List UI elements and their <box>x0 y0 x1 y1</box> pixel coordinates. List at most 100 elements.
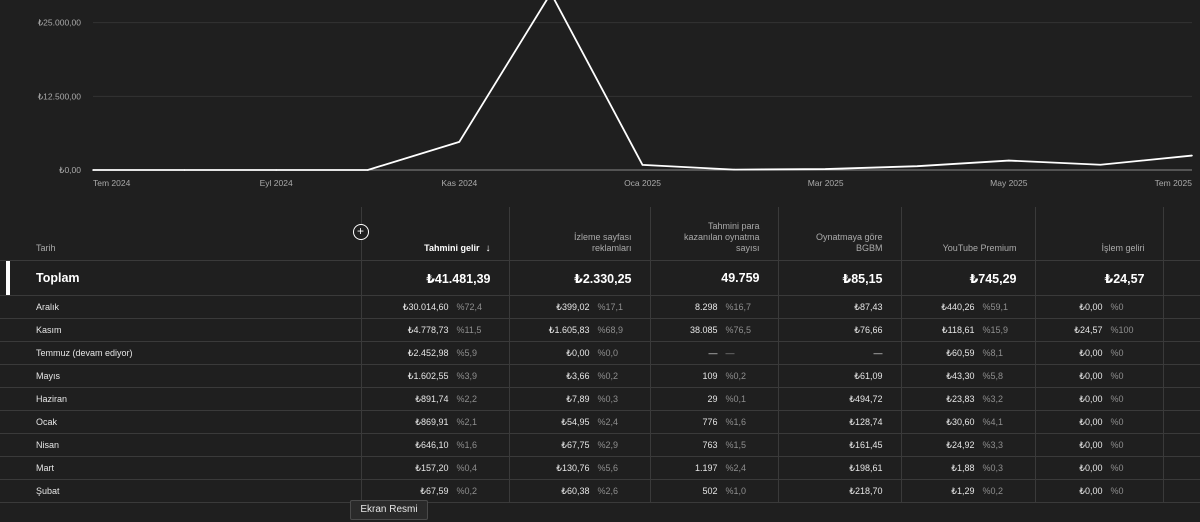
row-date-label[interactable]: Nisan <box>0 433 362 457</box>
cell-percent: %15,9 <box>982 324 1009 335</box>
table-cell: ₺161,45 <box>778 433 902 457</box>
table-cell: ₺24,92 %3,3 <box>901 433 1036 457</box>
cell-percent: %0 <box>1110 462 1124 473</box>
cell-percent: %59,1 <box>982 301 1009 312</box>
data-point <box>1008 159 1010 162</box>
cell-percent: %16,7 <box>725 302 752 312</box>
table-cell: ₺67,59 %0,2 <box>361 479 510 503</box>
cell-value: ₺198,61 <box>849 462 883 473</box>
cell-value: ₺218,70 <box>849 485 883 496</box>
column-header[interactable]: YouTube Premium <box>901 207 1036 261</box>
cell-percent: %3,9 <box>456 370 478 381</box>
table-cell: ₺118,61 %15,9 <box>901 318 1036 342</box>
total-value: ₺2.330,25 <box>509 260 651 296</box>
table-row[interactable]: Temmuz (devam ediyor) ₺2.452,98 %5,9 ₺0,00%… <box>0 341 1200 365</box>
row-date-label[interactable]: Mayıs <box>0 364 362 388</box>
cell-percent: %0,2 <box>725 371 747 381</box>
column-header[interactable]: İşlem geliri <box>1035 207 1164 261</box>
table-row[interactable]: Nisan ₺646,10 %1,6 ₺67,75 %2,9 763 %1,5 ₺161,45… <box>0 433 1200 457</box>
sort-arrow-icon[interactable]: ↓ <box>485 243 491 254</box>
row-date-label[interactable]: Şubat <box>0 479 362 503</box>
total-value: ₺41.481,39 <box>361 260 510 296</box>
column-header-label: Tahmini para <box>707 221 760 231</box>
cell-percent: %0,2 <box>597 370 619 381</box>
table-cell: ₺130,76 %5,6 <box>509 456 651 480</box>
table-cell: ₺76,66 <box>778 318 902 342</box>
cell-percent: %8,1 <box>982 347 1004 358</box>
table-cell: ₺440,26 %59,1 <box>901 295 1036 319</box>
total-value: ₺745,29 <box>901 260 1036 296</box>
cell-value: ₺494,72 <box>849 393 883 404</box>
cell-value: 109 <box>702 371 718 381</box>
cell-value: ₺130,76 <box>556 462 590 473</box>
table-cell: ₺0,00 %0 <box>1035 341 1164 365</box>
table-cell: 29 %0,1 <box>650 387 779 411</box>
table-cell: ₺0,00 %0 <box>1035 410 1164 434</box>
series-line <box>93 0 1193 171</box>
row-date-label[interactable]: Mart <box>0 456 362 480</box>
column-header[interactable]: Oynatmaya göre BGBM <box>778 207 902 261</box>
cell-value: ₺157,20 <box>415 462 449 473</box>
row-date-label[interactable]: Aralık <box>0 295 362 319</box>
cell-percent: %2,1 <box>456 416 478 427</box>
cell-value: ₺61,09 <box>854 370 883 381</box>
table-cell: ₺23,83 %3,2 <box>901 387 1036 411</box>
cell-value: — <box>708 348 718 358</box>
column-header-label: Oynatmaya göre <box>815 232 883 242</box>
table-row[interactable]: Mayıs ₺1.602,55 %3,9 ₺3,66 %0,2 109 %0,2 ₺61,09… <box>0 364 1200 388</box>
table-row[interactable]: Ocak ₺869,91 %2,1 ₺54,95 %2,4 776 %1,6 ₺128,74 ₺… <box>0 410 1200 434</box>
row-spacer <box>1163 318 1200 342</box>
cell-percent: %72,4 <box>456 301 483 312</box>
cell-percent: %0 <box>1110 485 1124 496</box>
row-spacer <box>1163 341 1200 365</box>
x-tick-label: Eyl 2024 <box>260 178 293 188</box>
table-cell: ₺0,00 %0 <box>1035 387 1164 411</box>
table-row[interactable]: Mart ₺157,20 %0,4 ₺130,76 %5,6 1.197 %2,4 ₺198,… <box>0 456 1200 480</box>
row-date-label[interactable]: Ocak <box>0 410 362 434</box>
column-header[interactable]: Tahmini para kazanılan oynatma sayısı <box>650 207 779 261</box>
row-date-label[interactable]: Haziran <box>0 387 362 411</box>
row-date-label[interactable]: Temmuz (devam ediyor) <box>0 341 362 365</box>
x-tick-label: May 2025 <box>990 178 1028 188</box>
row-date-label[interactable]: Kasım <box>0 318 362 342</box>
row-spacer <box>1163 295 1200 319</box>
cell-value: ₺869,91 <box>415 416 449 427</box>
table-row[interactable]: Şubat ₺67,59 %0,2 ₺60,38 %2,6 502 %1,0 ₺218,70 ₺… <box>0 479 1200 503</box>
cell-percent: %4,1 <box>982 416 1004 427</box>
table-cell: ₺1,88 %0,3 <box>901 456 1036 480</box>
cell-value: ₺30.014,60 <box>402 301 449 312</box>
cell-percent: — <box>725 348 735 358</box>
screenshot-tooltip: Ekran Resmi <box>350 500 428 520</box>
table-cell: ₺157,20 %0,4 <box>361 456 510 480</box>
cell-value: ₺646,10 <box>415 439 449 450</box>
y-tick-label: ₺25.000,00 <box>38 18 81 28</box>
cell-percent: %11,5 <box>456 324 482 335</box>
table-cell: ₺87,43 <box>778 295 902 319</box>
cell-value: 502 <box>702 486 718 496</box>
cell-percent: %0 <box>1110 370 1124 381</box>
header-spacer <box>1163 207 1200 261</box>
cell-value: ₺43,30 <box>946 370 975 381</box>
table-cell: ₺399,02 %17,1 <box>509 295 651 319</box>
table-row[interactable]: Haziran ₺891,74 %2,2 ₺7,89 %0,3 29 %0,1 ₺494,72… <box>0 387 1200 411</box>
table-cell: ₺67,75 %2,9 <box>509 433 651 457</box>
table-cell: 8.298 %16,7 <box>650 295 779 319</box>
cell-percent: %2,2 <box>456 393 478 404</box>
cell-value: ₺3,66 <box>566 370 590 381</box>
table-row[interactable]: Kasım ₺4.778,73 %11,5 ₺1.605,83 %68,9 38.085%… <box>0 318 1200 342</box>
data-point <box>458 141 461 143</box>
table-header-row: Tarih + Tahmini gelir ↓ İzleme sayfası reklam… <box>0 207 1200 261</box>
column-header[interactable]: Tahmini gelir ↓ <box>361 207 510 261</box>
data-point <box>92 169 94 171</box>
cell-value: ₺54,95 <box>561 416 590 427</box>
column-header[interactable]: İzleme sayfası reklamları <box>509 207 651 261</box>
x-tick-label: Oca 2025 <box>624 178 661 188</box>
cell-percent: %0,2 <box>982 485 1004 496</box>
total-label: Toplam <box>0 260 362 296</box>
column-header[interactable]: Tarih + <box>0 207 369 261</box>
cell-percent: %0 <box>1110 347 1124 358</box>
add-column-icon[interactable]: + <box>352 224 369 240</box>
cell-percent: %0,3 <box>982 462 1004 473</box>
cell-value: ₺24,57 <box>1074 324 1103 335</box>
table-row[interactable]: Aralık ₺30.014,60 %72,4 ₺399,02 %17,1 8.298 %1… <box>0 295 1200 319</box>
